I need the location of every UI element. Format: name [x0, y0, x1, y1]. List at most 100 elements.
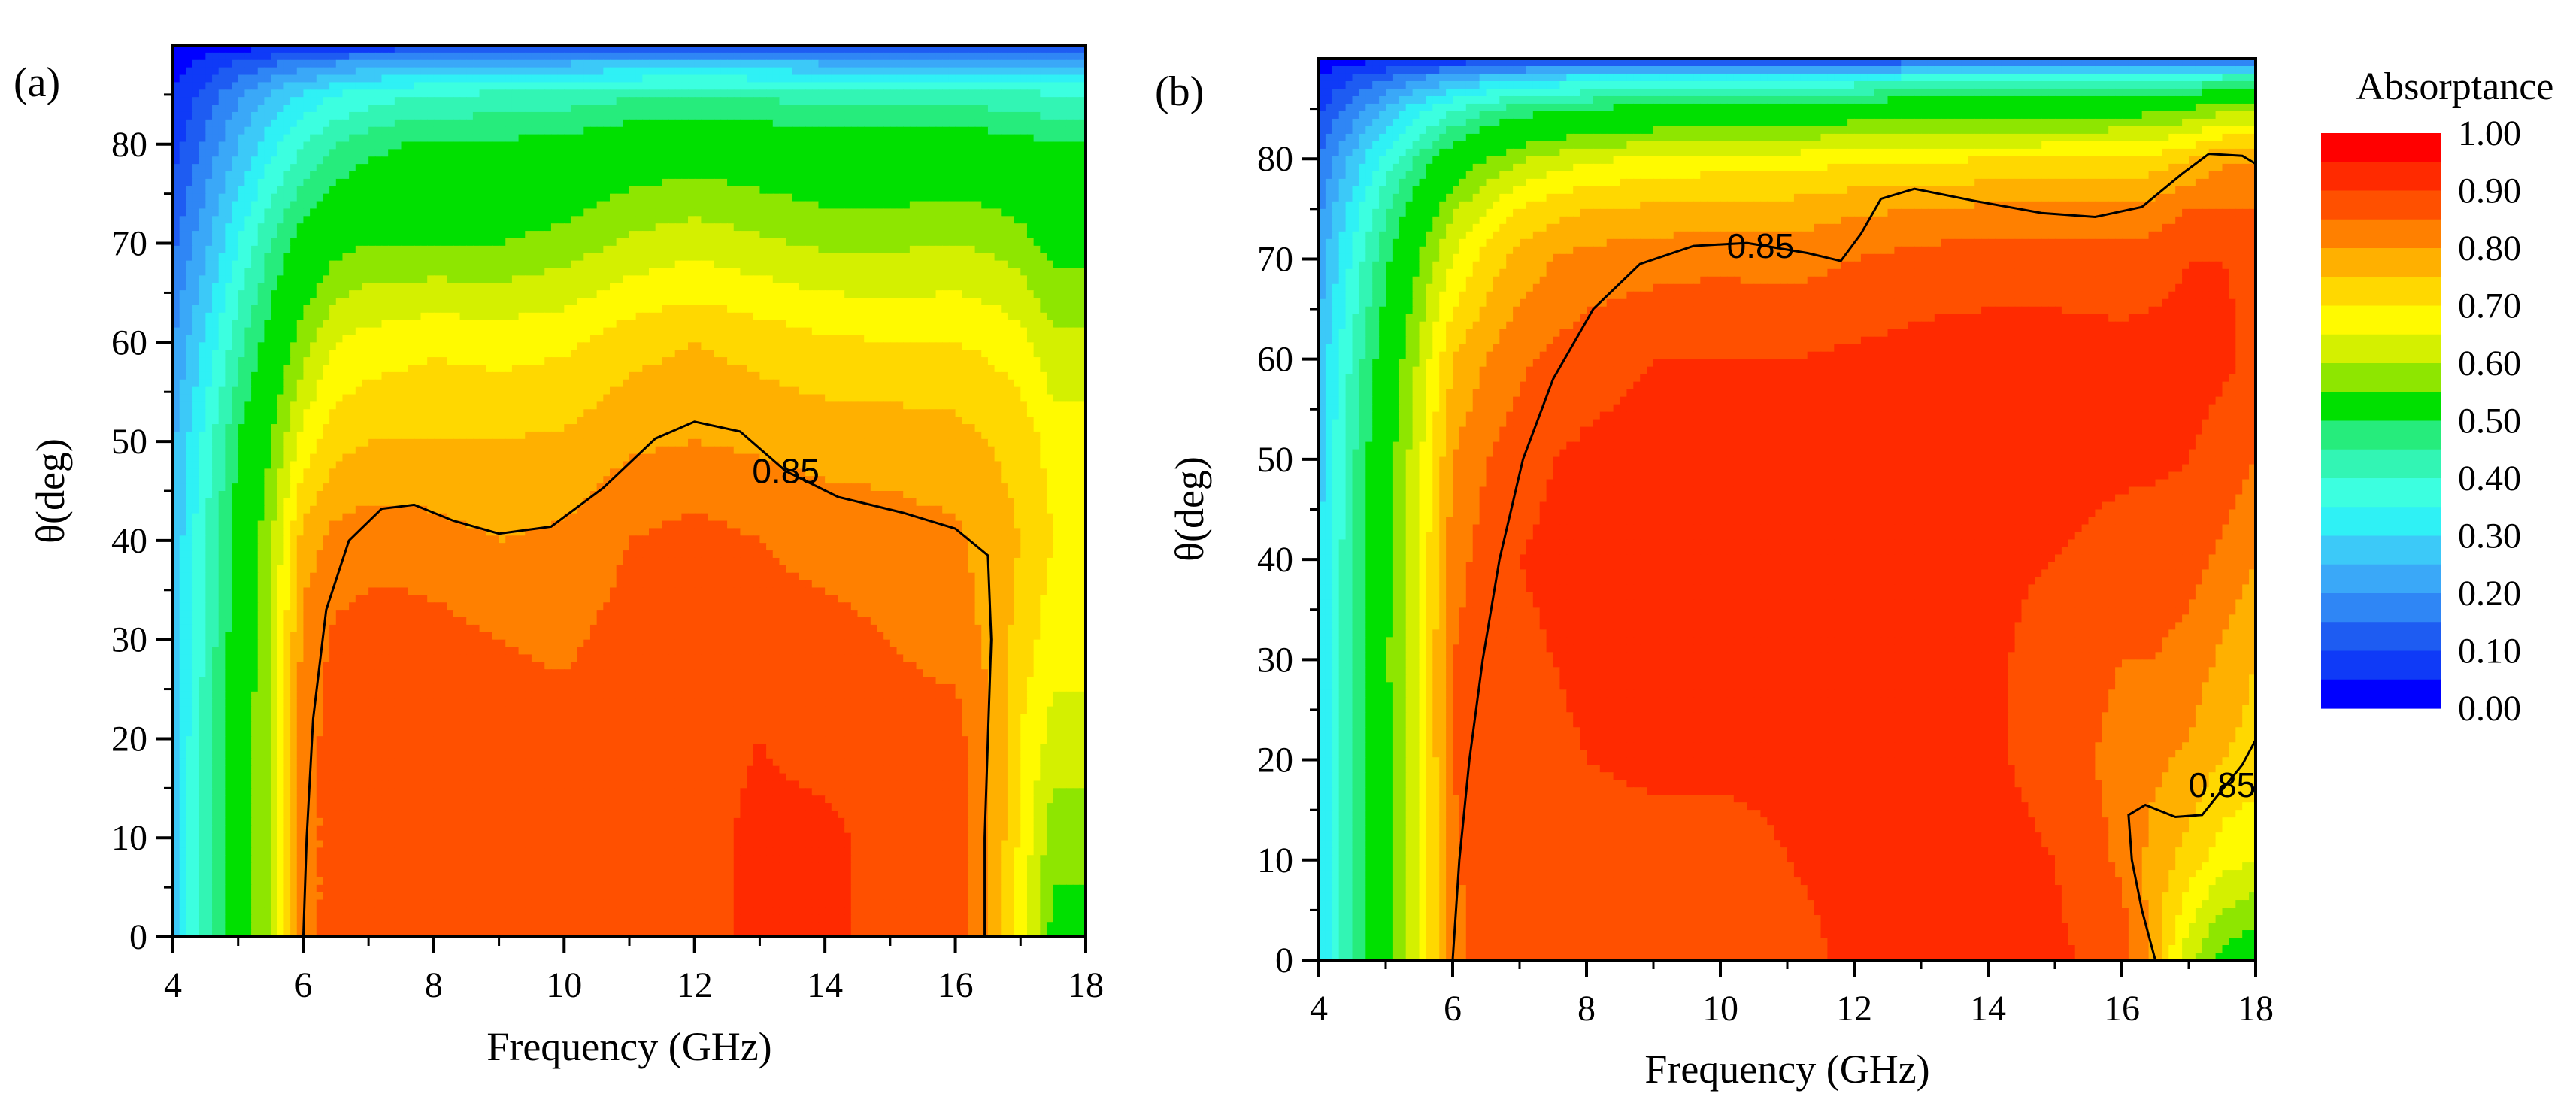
a-cell — [779, 178, 786, 187]
a-cell — [283, 305, 291, 314]
a-cell — [792, 141, 800, 150]
a-cell — [570, 216, 578, 224]
a-cell — [290, 119, 298, 128]
a-cell — [310, 283, 317, 291]
a-cell — [570, 59, 578, 68]
a-cell — [759, 216, 767, 224]
a-cell — [649, 119, 656, 128]
a-cell — [583, 156, 591, 165]
a-cell — [603, 178, 611, 187]
a-cell — [486, 178, 493, 187]
a-cell — [759, 74, 767, 83]
a-cell — [550, 208, 559, 217]
a-cell — [942, 275, 950, 284]
a-cell — [550, 260, 559, 269]
a-cell — [408, 59, 415, 68]
a-cell — [708, 283, 715, 291]
a-cell — [323, 275, 330, 284]
a-cell — [257, 141, 265, 150]
a-cell — [1046, 67, 1054, 76]
a-cell — [492, 156, 500, 165]
a-cell — [296, 45, 305, 53]
a-cell — [1079, 216, 1086, 224]
a-cell — [688, 305, 696, 314]
a-cell — [453, 59, 461, 68]
a-cell — [589, 111, 598, 120]
a-cell — [635, 305, 644, 314]
a-cell — [896, 149, 904, 158]
a-cell — [870, 156, 878, 165]
a-cell — [466, 238, 474, 247]
a-cell — [877, 45, 884, 53]
a-cell — [1007, 126, 1015, 135]
a-cell — [688, 231, 696, 239]
a-cell — [290, 126, 298, 135]
a-cell — [857, 260, 865, 269]
a-cell — [694, 260, 702, 269]
a-cell — [805, 111, 813, 120]
a-cell — [440, 45, 447, 53]
a-cell — [192, 89, 200, 98]
a-cell — [883, 216, 891, 224]
a-cell — [688, 253, 696, 262]
a-cell — [694, 82, 702, 91]
a-cell — [1026, 231, 1035, 239]
a-cell — [772, 178, 780, 187]
a-cell — [388, 82, 395, 91]
a-cell — [623, 245, 630, 254]
a-cell — [766, 134, 774, 143]
a-cell — [589, 290, 598, 298]
a-cell — [342, 149, 350, 158]
a-cell — [499, 164, 507, 172]
a-cell — [335, 260, 344, 269]
a-cell — [583, 201, 591, 210]
a-cell — [1079, 238, 1086, 247]
a-cell — [968, 156, 976, 165]
a-cell — [550, 67, 559, 76]
a-cell — [1007, 238, 1015, 247]
a-cell — [544, 178, 552, 187]
a-cell — [1040, 126, 1047, 135]
a-cell — [1040, 238, 1047, 247]
a-cell — [974, 89, 983, 98]
a-cell — [355, 52, 363, 61]
a-cell — [218, 126, 226, 135]
a-cell — [531, 82, 539, 91]
a-cell — [1014, 186, 1022, 195]
a-cell — [818, 119, 826, 128]
a-cell — [877, 231, 884, 239]
a-cell — [225, 164, 232, 172]
a-cell — [759, 290, 767, 298]
a-cell — [570, 275, 578, 284]
a-cell — [603, 260, 611, 269]
a-cell — [557, 216, 565, 224]
a-cell — [335, 126, 344, 135]
a-cell — [570, 126, 578, 135]
a-cell — [388, 89, 395, 98]
a-cell — [238, 305, 246, 314]
a-cell — [538, 164, 546, 172]
a-cell — [440, 59, 447, 68]
a-cell — [479, 305, 487, 314]
a-cell — [877, 59, 884, 68]
a-cell — [459, 126, 468, 135]
a-cell — [264, 298, 271, 306]
a-cell — [747, 45, 754, 53]
a-cell — [316, 275, 324, 284]
a-cell — [883, 208, 891, 217]
a-cell — [720, 290, 728, 298]
a-cell — [335, 67, 344, 76]
a-cell — [342, 89, 350, 98]
a-cell — [433, 290, 441, 298]
a-cell — [831, 141, 839, 150]
a-cell — [531, 290, 539, 298]
a-cell — [623, 74, 630, 83]
a-cell — [727, 193, 735, 202]
a-cell — [492, 208, 500, 217]
a-cell — [1072, 67, 1080, 76]
a-cell — [1059, 141, 1067, 150]
a-cell — [244, 193, 252, 202]
a-cell — [264, 275, 271, 284]
a-cell — [994, 201, 1002, 210]
a-cell — [368, 164, 376, 172]
